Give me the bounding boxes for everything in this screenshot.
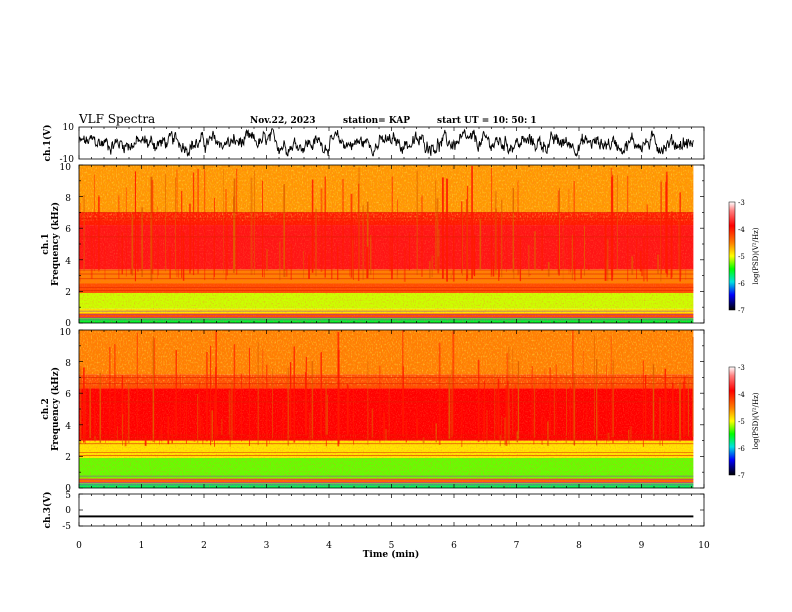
ch2-cb-tick-5: -5	[738, 418, 745, 426]
ch3-ylabel: ch.3(V)	[42, 492, 53, 529]
ch1-cb-tick-4: -4	[738, 226, 745, 234]
ch1-spectrogram-image	[79, 165, 694, 323]
time-axis: 0 1 2 3 4 5 6 7 8 9 10	[76, 541, 710, 551]
time-tick-label: 8	[576, 541, 582, 551]
ch2-frequency-label: Frequency (kHz)	[50, 367, 61, 451]
ch1-ytick-0: 0	[65, 319, 71, 329]
time-tick-label: 5	[389, 541, 395, 551]
spectrogram-texture-upper	[79, 330, 694, 386]
ch2-spectrogram-panel: 0 2 4 6 8 10 ch.2 Frequency (kHz)	[41, 328, 705, 494]
ch2-ytick-2: 2	[65, 453, 71, 463]
ch2-ytick-6: 6	[65, 390, 71, 400]
ch1-ytick-8: 8	[65, 194, 71, 204]
ch3-waveform-panel: 5 0 -5 ch.3(V)	[42, 491, 705, 532]
ch1-ytick-10: 10	[60, 163, 72, 173]
ch1-colorbar-gradient	[728, 201, 736, 311]
ch2-ytick-8: 8	[65, 359, 71, 369]
ch2-colorbar-label: log(PSD)(V²/Hz)	[752, 392, 760, 449]
ch3-waveform-band	[79, 515, 694, 518]
ch1-ytick-bottom: -10	[60, 155, 75, 165]
ch2-cb-tick-6: -6	[738, 445, 745, 453]
ch1-spectrogram-panel: 0 2 4 6 8 10 ch.1 Frequency (kHz)	[41, 163, 705, 329]
spectrogram-texture-upper	[79, 165, 694, 221]
time-tick-label: 3	[264, 541, 270, 551]
time-tick-label: 2	[201, 541, 207, 551]
time-tick-label: 4	[326, 541, 332, 551]
ch3-ytick-minus5: -5	[62, 522, 71, 532]
time-axis-label: Time (min)	[363, 549, 420, 560]
time-tick-label: 10	[698, 541, 710, 551]
ch2-cb-tick-7: -7	[738, 472, 745, 480]
ch1-cb-tick-3: -3	[738, 199, 745, 207]
time-tick-label: 9	[639, 541, 645, 551]
ch1-frequency-label: Frequency (kHz)	[50, 202, 61, 286]
ch1-ytick-6: 6	[65, 225, 71, 235]
ch1-channel-label: ch.1	[41, 233, 51, 254]
ch2-colorbar-gradient	[728, 366, 736, 476]
ch1-ytick-2: 2	[65, 288, 71, 298]
ch1-waveform-line	[78, 128, 694, 157]
ch1-colorbar: -3 -4 -5 -6 -7 log(PSD)(V²/Hz)	[728, 199, 760, 315]
start-time-label: start UT = 10: 50: 1	[437, 116, 537, 126]
date-label: Nov.22, 2023	[250, 116, 316, 126]
ch1-cb-tick-7: -7	[738, 307, 745, 315]
ch1-cb-tick-6: -6	[738, 280, 745, 288]
ch1-ylabel: ch.1(V)	[42, 125, 53, 162]
ch1-ytick-4: 4	[65, 257, 71, 267]
ch2-cb-tick-4: -4	[738, 391, 745, 399]
ch2-cb-tick-3: -3	[738, 364, 745, 372]
ch2-spectrogram-image	[79, 330, 694, 488]
ch1-cb-tick-5: -5	[738, 253, 745, 261]
ch1-colorbar-label: log(PSD)(V²/Hz)	[752, 227, 760, 284]
ch1-waveform-panel: 10 -10 ch.1(V)	[42, 123, 705, 165]
time-tick-label: 7	[514, 541, 520, 551]
time-tick-label: 0	[76, 541, 82, 551]
ch2-colorbar: -3 -4 -5 -6 -7 log(PSD)(V²/Hz)	[728, 364, 760, 480]
figure-title: VLF Spectra	[78, 112, 155, 126]
time-tick-label: 1	[139, 541, 145, 551]
ch2-ytick-0: 0	[65, 484, 71, 494]
time-tick-label: 6	[451, 541, 457, 551]
ch3-ytick-0: 0	[65, 506, 71, 516]
station-label: station= KAP	[343, 116, 410, 126]
ch2-channel-label: ch.2	[41, 398, 51, 419]
ch2-ytick-10: 10	[60, 328, 72, 338]
ch3-waveform-frame	[78, 493, 705, 527]
ch3-ytick-5: 5	[65, 491, 71, 501]
ch1-ytick-top: 10	[63, 123, 75, 133]
ch2-ytick-4: 4	[65, 422, 71, 432]
